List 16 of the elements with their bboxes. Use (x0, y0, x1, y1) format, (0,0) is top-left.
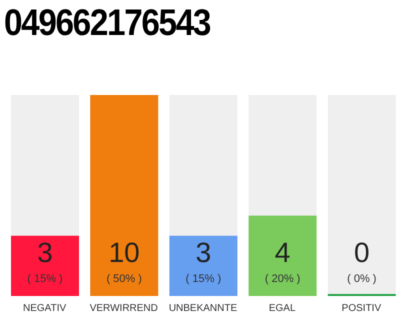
x-tick-label: POSITIV (342, 303, 382, 314)
x-tick-label: UNBEKANNTE (168, 303, 238, 314)
x-tick-label: NEGATIV (23, 303, 67, 314)
data-label: 3 (37, 237, 53, 268)
annotation: ( 50% ) (106, 273, 142, 285)
data-label: 3 (196, 237, 212, 268)
x-tick-label: EGAL (268, 303, 296, 314)
data-label: 4 (274, 237, 290, 268)
data-label: 0 (354, 237, 370, 268)
annotation: ( 0% ) (347, 273, 376, 285)
chart-title: 049662176543 (4, 2, 210, 44)
x-tick-label: VERWIRREND (90, 303, 158, 314)
annotation: ( 20% ) (264, 273, 300, 285)
data-label: 10 (108, 237, 140, 268)
annotation: ( 15% ) (27, 273, 63, 285)
annotation: ( 15% ) (186, 273, 222, 285)
